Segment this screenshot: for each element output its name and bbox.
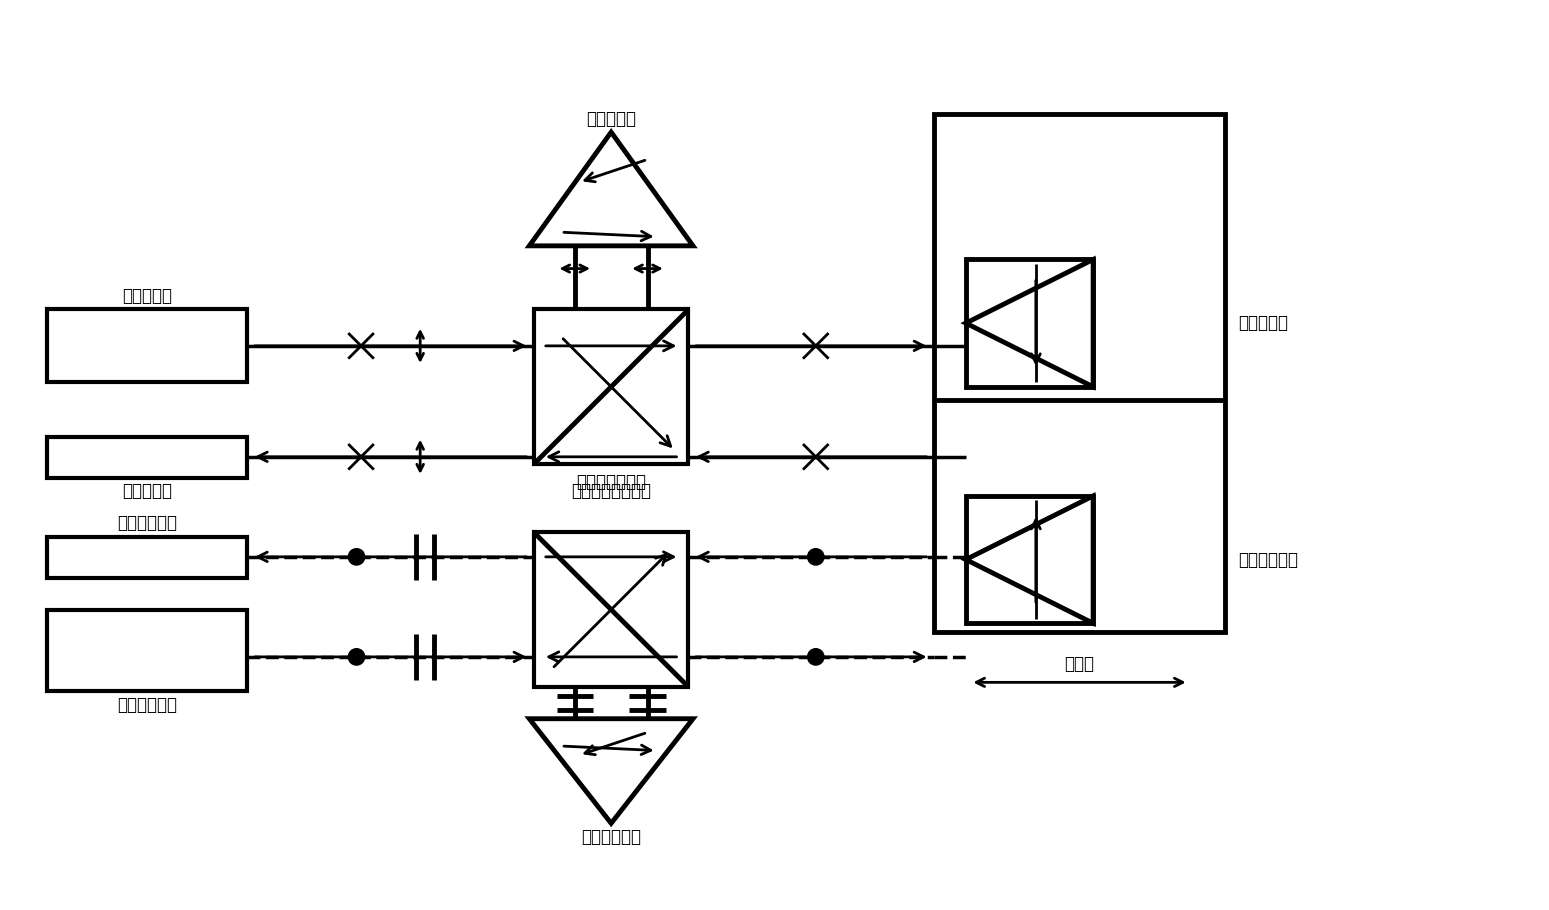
Bar (967, 259, 1094, 387)
Bar (534, 532, 688, 687)
Text: 被校准偏振分光镜: 被校准偏振分光镜 (572, 482, 651, 500)
Bar (48, 610, 248, 692)
Text: 被校准参考镜: 被校准参考镜 (581, 828, 641, 846)
Circle shape (807, 549, 824, 565)
Bar (934, 114, 1225, 632)
Circle shape (349, 549, 364, 565)
Text: 被校准激光器: 被校准激光器 (118, 696, 177, 714)
Text: 标准参考镜: 标准参考镜 (586, 109, 637, 127)
Text: 标准测量镜: 标准测量镜 (1239, 314, 1289, 332)
Bar (48, 537, 248, 578)
Circle shape (807, 649, 824, 665)
Text: 运动台: 运动台 (1064, 655, 1095, 673)
Text: 标准激光器: 标准激光器 (122, 287, 172, 305)
Bar (48, 309, 248, 382)
Text: 标准接收器: 标准接收器 (122, 482, 172, 500)
Text: 被校准测量镜: 被校准测量镜 (1239, 551, 1298, 569)
Text: 标准偏振分光镜: 标准偏振分光镜 (576, 473, 646, 491)
Text: 被校准接收器: 被校准接收器 (118, 514, 177, 532)
Circle shape (349, 649, 364, 665)
Bar (967, 496, 1094, 623)
Bar (48, 437, 248, 478)
Bar (534, 309, 688, 464)
